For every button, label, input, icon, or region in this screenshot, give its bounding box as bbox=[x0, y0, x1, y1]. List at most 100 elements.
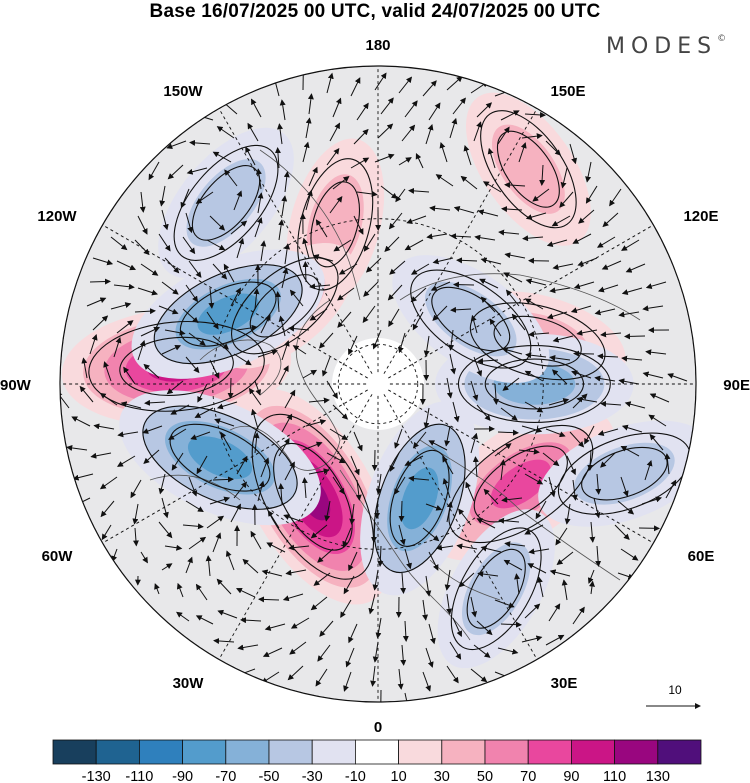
wind-arrow bbox=[600, 400, 622, 407]
wind-arrow bbox=[473, 356, 483, 377]
wind-arrow bbox=[578, 209, 595, 224]
wind-arrow bbox=[130, 479, 142, 499]
wind-arrow bbox=[168, 428, 187, 440]
wind-arrow bbox=[281, 413, 293, 433]
wind-arrow bbox=[400, 644, 407, 666]
wind-arrow bbox=[233, 353, 252, 366]
wind-arrow bbox=[524, 401, 544, 413]
wind-arrow bbox=[117, 455, 136, 467]
wind-arrow bbox=[476, 620, 493, 636]
wind-arrow bbox=[189, 139, 211, 146]
wind-arrow bbox=[500, 621, 522, 628]
wind-arrow bbox=[190, 431, 211, 440]
wind-arrow bbox=[412, 311, 424, 331]
wind-arrow bbox=[362, 305, 376, 323]
wind-arrow bbox=[289, 641, 307, 655]
wind-arrow bbox=[372, 569, 379, 591]
wind-arrow bbox=[188, 332, 206, 346]
wind-arrow bbox=[368, 593, 376, 615]
wind-arrow bbox=[283, 514, 304, 523]
wind-arrow bbox=[576, 396, 598, 403]
wind-arrow bbox=[384, 236, 400, 253]
wind-arrow bbox=[430, 281, 451, 291]
wind-arrow bbox=[305, 189, 313, 211]
wind-arrow bbox=[470, 668, 488, 683]
wind-arrow bbox=[332, 404, 349, 420]
colorbar-label: 110 bbox=[603, 769, 626, 783]
wind-arrow bbox=[148, 161, 160, 181]
lon-label-60w: 60W bbox=[42, 548, 74, 565]
wind-arrow bbox=[501, 347, 523, 355]
wind-arrow bbox=[446, 76, 463, 91]
wind-arrow bbox=[350, 455, 360, 476]
colorbar-swatch bbox=[225, 739, 270, 765]
wind-arrow bbox=[213, 637, 235, 644]
wind-arrow bbox=[572, 606, 585, 625]
height-contour bbox=[466, 548, 526, 629]
wind-arrow bbox=[302, 441, 323, 451]
wind-arrow bbox=[618, 378, 640, 385]
wind-arrow bbox=[253, 288, 260, 310]
wind-arrow bbox=[307, 93, 314, 115]
colorbar-swatch bbox=[182, 739, 227, 765]
wind-arrow bbox=[375, 473, 382, 495]
wind-arrow bbox=[79, 385, 94, 403]
wind-arrow bbox=[425, 575, 432, 597]
wind-arrow bbox=[428, 623, 436, 645]
wind-arrow bbox=[363, 281, 379, 297]
wind-arrow bbox=[182, 523, 204, 530]
wind-arrow bbox=[245, 146, 256, 166]
wind-arrow bbox=[227, 377, 234, 399]
wind-arrow bbox=[159, 185, 166, 207]
meridian bbox=[212, 394, 373, 670]
wind-arrow bbox=[524, 111, 546, 118]
wind-arrow bbox=[389, 452, 400, 472]
wind-arrow bbox=[621, 355, 643, 362]
wind-arrow bbox=[196, 455, 208, 475]
wind-arrow bbox=[452, 97, 466, 115]
wind-arrow bbox=[310, 596, 328, 611]
wind-arrow bbox=[287, 665, 304, 681]
wind-arrow bbox=[444, 425, 451, 447]
wind-arrow bbox=[380, 185, 398, 199]
latitude-circle bbox=[212, 218, 544, 550]
wind-arrow bbox=[597, 284, 619, 293]
wind-arrow bbox=[353, 431, 363, 452]
wind-arrow bbox=[182, 236, 196, 255]
wind-arrow bbox=[188, 536, 207, 550]
wind-arrow bbox=[240, 617, 262, 624]
wind-arrow bbox=[308, 397, 330, 404]
colorbar: -130 -110 -90 -70 -50 -30 -10 10 30 50 70 90 110 130 bbox=[52, 739, 702, 783]
wind-arrow bbox=[167, 164, 184, 180]
wind-arrow bbox=[113, 336, 122, 358]
colorbar-label: -70 bbox=[215, 769, 236, 783]
wind-arrow bbox=[208, 287, 215, 309]
wind-arrow bbox=[470, 596, 478, 618]
wind-arrow bbox=[423, 335, 430, 357]
wind-arrow bbox=[254, 380, 262, 396]
colorbar-swatch bbox=[398, 739, 443, 765]
wind-arrow bbox=[236, 324, 258, 331]
height-contour bbox=[231, 257, 339, 355]
wind-arrow bbox=[337, 311, 352, 328]
wind-arrow bbox=[333, 239, 352, 252]
wind-arrow bbox=[176, 582, 184, 598]
wind-arrow bbox=[402, 620, 409, 642]
logo-mark: © bbox=[717, 33, 727, 44]
wind-arrow bbox=[474, 234, 496, 241]
height-contour bbox=[273, 442, 353, 551]
wind-arrow bbox=[524, 603, 541, 619]
wind-arrow bbox=[620, 445, 640, 457]
wind-arrow bbox=[564, 503, 571, 525]
wind-arrow bbox=[72, 473, 94, 481]
wind-arrow bbox=[250, 530, 262, 550]
wind-arrow bbox=[305, 117, 312, 139]
wind-arrow bbox=[143, 449, 160, 464]
wind-arrow bbox=[279, 99, 286, 121]
lon-label-30w: 30W bbox=[173, 675, 205, 692]
wind-arrow bbox=[267, 510, 280, 529]
colorbar-label: -30 bbox=[302, 769, 323, 783]
wind-arrow bbox=[559, 191, 574, 208]
lon-label-120e: 120E bbox=[683, 208, 718, 225]
wind-arrow bbox=[648, 414, 667, 427]
